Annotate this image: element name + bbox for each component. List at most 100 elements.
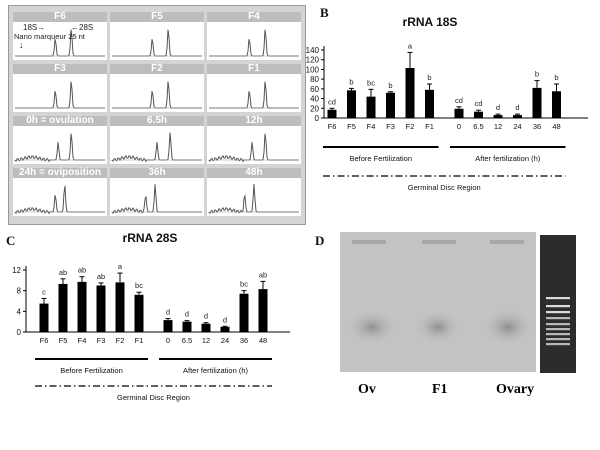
y-tick-label: 40 — [310, 95, 319, 104]
trace-svg — [13, 178, 107, 216]
significance-letter: b — [427, 73, 431, 82]
trace-svg — [207, 126, 301, 164]
bar-f1 — [135, 295, 144, 332]
trace-plot — [207, 126, 301, 164]
lane-label-ovary: Ovary — [496, 382, 534, 398]
group-label-after: After fertilization (h) — [183, 366, 249, 375]
trace-svg — [207, 74, 301, 112]
bar-f6 — [328, 110, 337, 118]
x-tick-label: 24 — [221, 336, 229, 345]
x-tick-label: F4 — [367, 122, 376, 131]
x-tick-label: F4 — [78, 336, 87, 345]
region-label: Germinal Disc Region — [408, 183, 481, 192]
significance-letter: ab — [78, 266, 86, 275]
bar-36 — [240, 294, 249, 332]
trace-line — [112, 82, 202, 108]
x-tick-label: F3 — [97, 336, 106, 345]
lane-label-ov: Ov — [358, 382, 376, 398]
trace-label: 6.5h — [110, 116, 204, 126]
trace-cell-f1: F1 — [207, 64, 301, 112]
ladder-band — [546, 338, 570, 340]
x-tick-label: 0 — [457, 122, 461, 131]
trace-cell-48h: 48h — [207, 168, 301, 216]
significance-letter: b — [554, 73, 558, 82]
trace-plot — [110, 126, 204, 164]
trace-label: F5 — [110, 12, 204, 22]
bar-24 — [221, 327, 230, 332]
x-tick-label: 24 — [513, 122, 521, 131]
trace-line — [15, 186, 105, 214]
group-label-after: After fertilization (h) — [475, 154, 541, 163]
significance-letter: bc — [367, 78, 375, 87]
significance-letter: b — [388, 81, 392, 90]
trace-label: 36h — [110, 168, 204, 178]
bar-6-5 — [183, 322, 192, 332]
significance-letter: d — [496, 103, 500, 112]
ladder-background — [540, 235, 576, 373]
trace-label: F6 — [13, 12, 107, 22]
x-tick-label: F6 — [40, 336, 49, 345]
bar-f4 — [367, 97, 376, 118]
x-tick-label: 12 — [202, 336, 210, 345]
chart-rrna-28s: rRNA 28S04812cF6abF5abF4abF3aF2bcF1d0d6.… — [0, 228, 300, 404]
ladder-band — [546, 343, 570, 345]
x-tick-label: 6.5 — [182, 336, 192, 345]
y-tick-label: 140 — [306, 46, 320, 55]
chart-rrna-18s: rRNA 18S020406080100120140cdF6bF5bcF4bF3… — [300, 8, 600, 210]
trace-line — [112, 184, 202, 213]
significance-letter: ab — [259, 270, 267, 279]
significance-letter: a — [408, 41, 413, 50]
trace-plot — [207, 22, 301, 60]
trace-line — [209, 134, 299, 162]
chart-title: rRNA 28S — [123, 231, 178, 245]
trace-plot — [207, 178, 301, 216]
trace-plot: 18S→ ←28S Nano marqueur 25 nt ↓ — [13, 22, 107, 60]
trace-cell-24h-oviposition: 24h = oviposition — [13, 168, 107, 216]
significance-letter: bc — [135, 281, 143, 290]
bar-48 — [259, 289, 268, 332]
panel-a-electropherograms: F6 18S→ ←28S Nano marqueur 25 nt ↓ F5 F4 F3 F2 F1… — [8, 5, 306, 225]
ladder-band — [546, 305, 570, 307]
trace-cell-f2: F2 — [110, 64, 204, 112]
bar-f2 — [116, 282, 125, 332]
trace-line — [15, 134, 105, 162]
bar-12 — [494, 115, 503, 118]
significance-letter: b — [535, 70, 539, 79]
x-tick-label: F3 — [386, 122, 395, 131]
panel-d-gel: Ov F1 Ovary — [340, 232, 578, 390]
inset-18s-label: 18S→ — [23, 23, 45, 32]
trace-line — [209, 184, 299, 213]
x-tick-label: F1 — [135, 336, 144, 345]
bar-f4 — [78, 282, 87, 332]
chart-title: rRNA 18S — [403, 15, 458, 29]
significance-letter: d — [223, 315, 227, 324]
y-tick-label: 4 — [17, 307, 22, 316]
trace-svg — [13, 126, 107, 164]
trace-label: F3 — [13, 64, 107, 74]
y-tick-label: 0 — [17, 328, 22, 337]
bar-f2 — [406, 68, 415, 118]
trace-cell-12h: 12h — [207, 116, 301, 164]
trace-label: 48h — [207, 168, 301, 178]
bar-24 — [513, 115, 522, 118]
panel-letter-d: D — [315, 233, 324, 249]
ladder-band — [546, 328, 570, 330]
trace-cell-f3: F3 — [13, 64, 107, 112]
trace-svg — [110, 74, 204, 112]
group-label-before: Before Fertilization — [60, 366, 123, 375]
trace-label: F2 — [110, 64, 204, 74]
lane-smear-ov — [348, 311, 396, 343]
significance-letter: cd — [455, 96, 463, 105]
y-tick-label: 60 — [310, 85, 319, 94]
trace-line — [209, 30, 299, 56]
trace-svg — [207, 22, 301, 60]
bar-36 — [533, 88, 542, 118]
significance-letter: cd — [328, 97, 336, 106]
trace-line — [112, 30, 202, 56]
significance-letter: d — [515, 103, 519, 112]
bar-0 — [164, 320, 173, 332]
bar-f1 — [425, 90, 434, 118]
gel-image — [340, 232, 536, 372]
ladder-band — [546, 317, 570, 319]
ladder-lane — [540, 235, 576, 373]
